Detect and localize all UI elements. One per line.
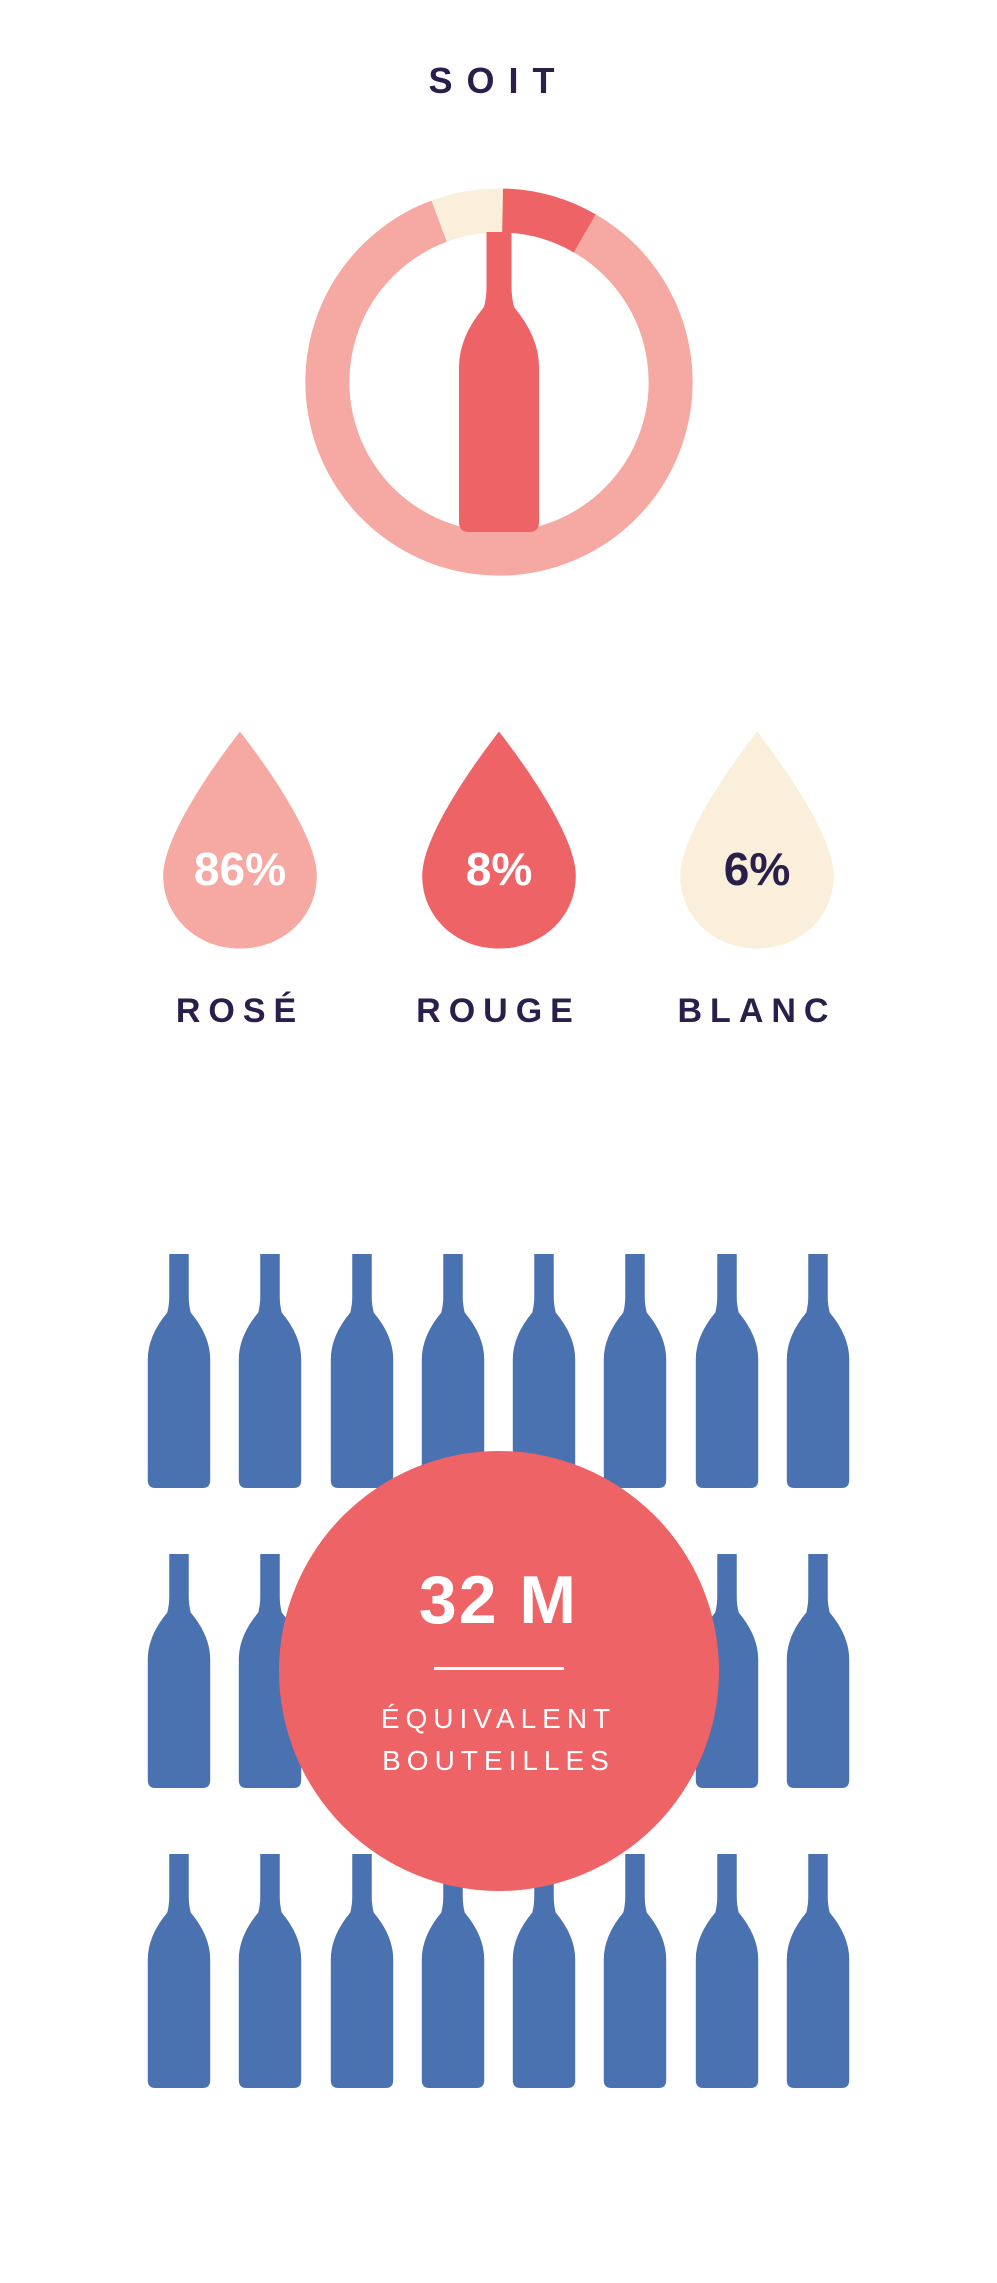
bottle-icon <box>779 1531 857 1811</box>
drop-label: ROSÉ <box>176 992 304 1031</box>
drop-label: ROUGE <box>416 992 581 1031</box>
drop-percent: 6% <box>724 843 791 895</box>
drop-icon: 6% <box>657 722 857 962</box>
drop-icon: 86% <box>140 722 340 962</box>
bottle-icon <box>140 1531 218 1811</box>
bottle-icon <box>596 1831 674 2111</box>
bottle-icon <box>231 1231 309 1511</box>
drops-row: 86% ROSÉ 8% ROUGE 6% BLANC <box>140 722 857 1031</box>
title: SOIT <box>140 60 857 102</box>
drop-percent: 86% <box>194 843 286 895</box>
drop-percent: 8% <box>465 843 532 895</box>
bottle-icon <box>323 1831 401 2111</box>
stat-subtitle: ÉQUIVALENT BOUTEILLES <box>381 1698 616 1782</box>
bottle-icon <box>231 1831 309 2111</box>
drop-icon: 8% <box>399 722 599 962</box>
donut-container <box>140 162 857 602</box>
donut-wrapper <box>279 162 719 602</box>
bottle-icon <box>140 1831 218 2111</box>
bottles-section: 32 M ÉQUIVALENT BOUTEILLES <box>140 1231 857 2111</box>
drop-item: 86% ROSÉ <box>140 722 340 1031</box>
donut-segment <box>439 210 502 221</box>
stat-circle: 32 M ÉQUIVALENT BOUTEILLES <box>279 1451 719 1891</box>
bottle-icon <box>688 1831 766 2111</box>
drop-label: BLANC <box>678 992 837 1031</box>
bottle-icon <box>140 1231 218 1511</box>
stat-big-number: 32 M <box>419 1561 578 1639</box>
stat-divider <box>434 1667 564 1670</box>
bottle-icon <box>779 1831 857 2111</box>
bottle-icon <box>688 1231 766 1511</box>
drop-item: 8% ROUGE <box>399 722 599 1031</box>
bottle-icon <box>449 227 549 537</box>
bottle-icon <box>596 1231 674 1511</box>
bottle-icon <box>323 1231 401 1511</box>
drop-item: 6% BLANC <box>657 722 857 1031</box>
bottle-icon <box>779 1231 857 1511</box>
